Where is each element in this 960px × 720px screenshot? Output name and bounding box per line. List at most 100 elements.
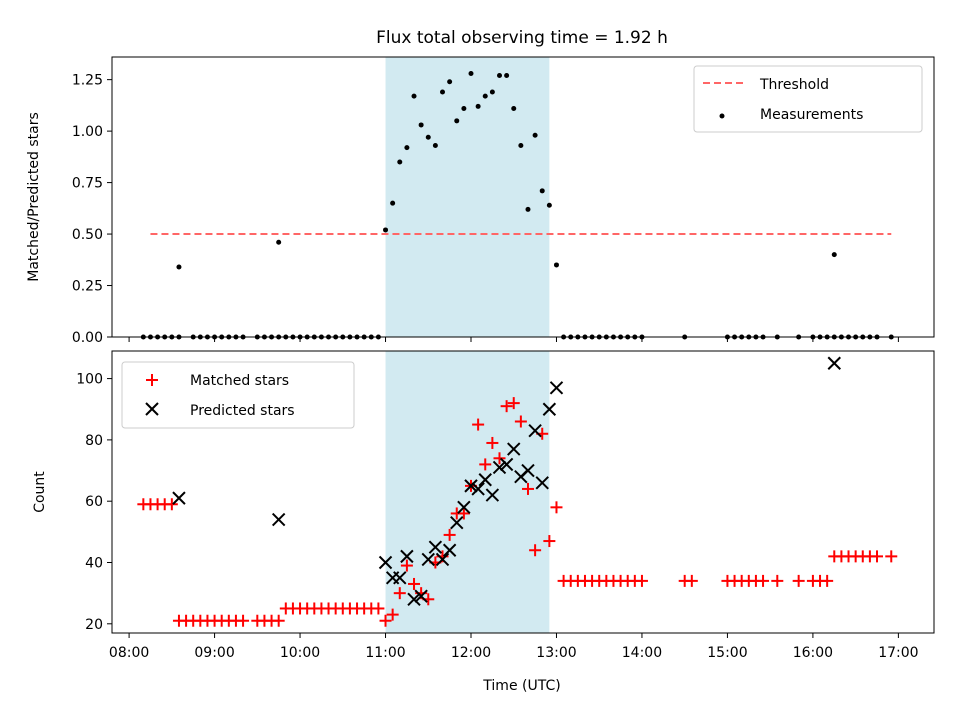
matched-star-point bbox=[386, 608, 399, 621]
x-tick-label: 15:00 bbox=[707, 645, 747, 661]
measurement-point bbox=[411, 93, 417, 99]
predicted-star-point bbox=[428, 540, 443, 554]
matched-star-point bbox=[550, 501, 563, 514]
predicted-star-point bbox=[542, 402, 557, 416]
matched-star-point bbox=[272, 614, 285, 627]
predicted-star-point bbox=[414, 589, 428, 603]
predicted-star-point bbox=[521, 463, 535, 478]
predicted-star-point bbox=[507, 442, 521, 456]
measurement-point bbox=[546, 202, 552, 208]
matched-star-point bbox=[635, 574, 648, 587]
top-legend-box bbox=[693, 65, 923, 133]
top-y-axis-label: Matched/Predicted stars bbox=[26, 112, 42, 282]
predicted-star-point bbox=[464, 479, 478, 493]
matched-star-point bbox=[408, 577, 421, 590]
y-tick-label: 1.00 bbox=[72, 124, 103, 140]
measurement-point bbox=[404, 145, 410, 151]
measurement-point bbox=[383, 227, 389, 233]
measurement-point bbox=[482, 93, 488, 99]
y-tick-label: 60 bbox=[85, 494, 103, 510]
predicted-star-point bbox=[528, 423, 542, 438]
measurement-point bbox=[440, 89, 446, 95]
matched-star-point bbox=[529, 544, 542, 557]
measurement-point bbox=[468, 70, 474, 76]
x-tick-label: 17:00 bbox=[878, 645, 918, 661]
predicted-star-point bbox=[378, 555, 393, 570]
measurement-point bbox=[461, 105, 467, 111]
y-tick-label: 1.25 bbox=[72, 73, 103, 89]
matched-stars-legend-label: Matched stars bbox=[190, 373, 289, 389]
matched-star-point bbox=[486, 436, 499, 449]
measurement-point bbox=[390, 200, 396, 206]
predicted-star-point bbox=[271, 512, 286, 527]
matched-star-point bbox=[514, 415, 527, 428]
measurement-point bbox=[475, 103, 481, 109]
matched-star-point bbox=[379, 614, 392, 627]
measurement-point bbox=[432, 143, 438, 149]
y-tick-label: 20 bbox=[85, 617, 103, 633]
predicted-star-point bbox=[471, 482, 485, 496]
predicted-star-point bbox=[457, 500, 471, 515]
matched-star-point bbox=[885, 550, 898, 563]
measurement-point bbox=[504, 73, 510, 79]
predicted-stars-legend-label: Predicted stars bbox=[190, 403, 295, 419]
bottom-legend-box bbox=[121, 361, 355, 429]
top-x-ticks bbox=[128, 337, 899, 342]
matched-star-point bbox=[457, 507, 470, 520]
top-y-ticks: 0.00 0.25 0.50 0.75 1.00 1.25 bbox=[72, 73, 112, 346]
predicted-star-point bbox=[485, 488, 500, 502]
bottom-y-ticks: 20 40 60 80 100 bbox=[76, 372, 112, 633]
predicted-star-point bbox=[172, 491, 186, 505]
highlight-band-bottom bbox=[385, 351, 550, 633]
predicted-star-point bbox=[535, 476, 549, 490]
measurement-point bbox=[489, 89, 495, 95]
predicted-star-point bbox=[492, 460, 507, 475]
measurements-legend-label: Measurements bbox=[760, 107, 863, 123]
y-tick-label: 0.75 bbox=[72, 176, 103, 192]
x-tick-label: 13:00 bbox=[536, 645, 576, 661]
count-points bbox=[137, 356, 898, 627]
predicted-star-point bbox=[450, 515, 464, 530]
matched-star-point bbox=[507, 397, 520, 410]
matched-star-point bbox=[372, 602, 385, 615]
matched-star-point bbox=[521, 482, 534, 495]
measurement-point bbox=[425, 134, 431, 140]
x-tick-label: 11:00 bbox=[365, 645, 405, 661]
y-tick-label: 100 bbox=[76, 372, 103, 388]
measurement-point bbox=[511, 105, 517, 111]
matched-star-point bbox=[771, 574, 784, 587]
x-tick-label: 14:00 bbox=[622, 645, 662, 661]
matched-star-point bbox=[393, 587, 406, 600]
x-tick-label: 08:00 bbox=[109, 645, 149, 661]
measurement-point bbox=[496, 73, 502, 79]
measurement-point bbox=[831, 252, 837, 258]
bottom-y-axis-label: Count bbox=[32, 471, 48, 513]
predicted-star-point bbox=[400, 549, 414, 564]
x-tick-label: 09:00 bbox=[194, 645, 234, 661]
bottom-legend: Matched stars Predicted stars bbox=[121, 361, 355, 429]
bottom-plot-frame bbox=[111, 350, 935, 634]
matched-star-point bbox=[685, 574, 698, 587]
x-tick-label: 12:00 bbox=[451, 645, 491, 661]
predicted-star-point bbox=[393, 571, 407, 585]
matched-star-point bbox=[472, 418, 485, 431]
matched-stars-legend-swatch bbox=[146, 374, 158, 386]
x-axis-label: Time (UTC) bbox=[482, 678, 560, 694]
measurement-point bbox=[454, 118, 460, 124]
bottom-panel: 20 40 60 80 100 08:00 09:00 10:00 11:00 12:00 13:… bbox=[32, 350, 935, 694]
measurement-point bbox=[532, 132, 538, 138]
matched-star-point bbox=[792, 574, 805, 587]
measurement-point bbox=[176, 264, 182, 270]
y-tick-label: 40 bbox=[85, 556, 103, 572]
predicted-star-point bbox=[499, 457, 514, 472]
top-plot-frame bbox=[111, 56, 935, 338]
predicted-star-point bbox=[478, 473, 492, 487]
predicted-star-point bbox=[442, 543, 457, 557]
x-tick-label: 16:00 bbox=[793, 645, 833, 661]
matched-star-point bbox=[493, 452, 506, 465]
measurement-point bbox=[276, 239, 282, 245]
matched-star-point bbox=[821, 574, 834, 587]
top-legend: Threshold Measurements bbox=[693, 65, 923, 133]
measurement-point bbox=[397, 159, 403, 165]
